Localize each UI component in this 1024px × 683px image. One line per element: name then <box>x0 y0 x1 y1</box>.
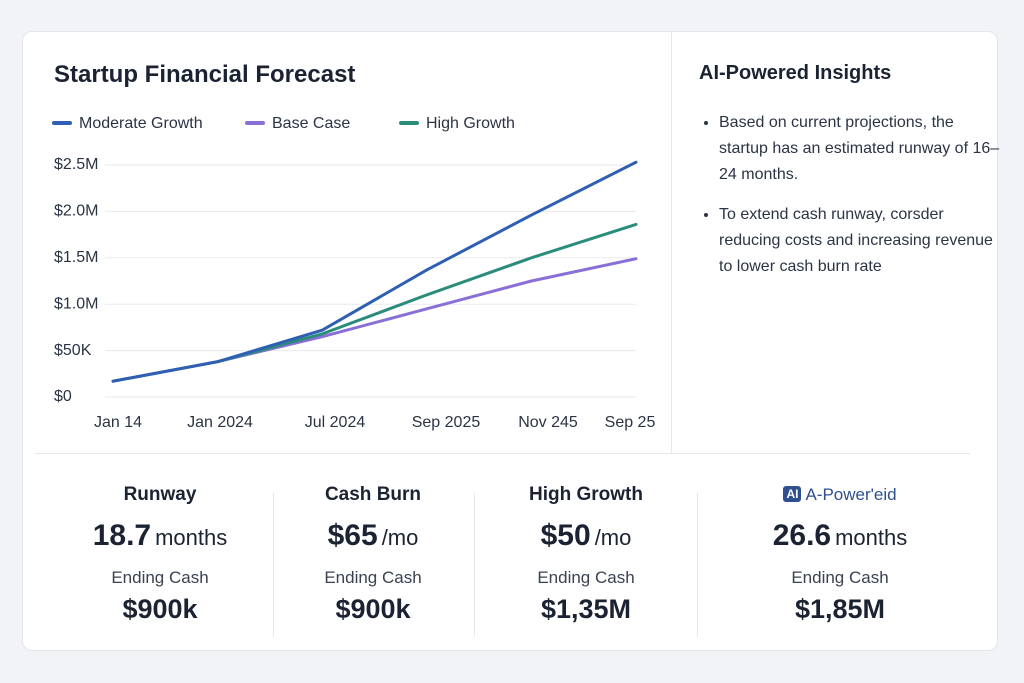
stat-divider <box>474 493 475 637</box>
stat-card: AI A-Power'eid 26.6 months Ending Cash $1,85M <box>740 482 940 625</box>
stat-title-text: High Growth <box>529 484 643 505</box>
insights-title: AI-Powered Insights <box>699 62 892 84</box>
stat-badge: AI <box>783 486 802 502</box>
y-tick-label: $1.0M <box>54 295 98 312</box>
stat-title: Cash Burn <box>273 482 473 508</box>
x-tick-label: Jul 2024 <box>305 414 366 431</box>
panel-divider <box>671 32 672 453</box>
stat-subvalue: $900k <box>122 594 198 624</box>
legend-label: High Growth <box>426 115 515 132</box>
stat-sublabel: Ending Cash <box>111 568 209 587</box>
stat-subvalue: $1,85M <box>794 594 886 624</box>
y-tick-label: $1.5M <box>54 249 98 266</box>
stat-divider <box>697 493 698 637</box>
stat-divider <box>273 493 274 637</box>
stat-value: 18.7 months <box>60 518 260 554</box>
stat-value: 26.6 months <box>740 518 940 554</box>
stat-value: $50/mo <box>486 518 686 554</box>
stat-title-text: A-Power'eid <box>805 485 897 504</box>
y-tick-label: $0 <box>54 388 72 405</box>
stat-unit: /mo <box>381 525 419 550</box>
stat-unit: months <box>155 525 228 550</box>
insights-list: Based on current projections, the startu… <box>699 110 1004 294</box>
section-divider <box>35 453 970 454</box>
x-tick-label: Nov 245 <box>518 414 578 431</box>
stat-title-text: Runway <box>123 484 197 505</box>
stat-sublabel: Ending Cash <box>324 568 422 587</box>
series-line <box>111 160 638 383</box>
stat-card: High Growth $50/mo Ending Cash $1,35M <box>486 482 686 625</box>
stat-title: AI A-Power'eid <box>740 482 940 508</box>
stat-title: Runway <box>60 482 260 508</box>
insight-bullet: To extend cash runway, corsder reducing … <box>719 202 1004 280</box>
x-tick-label: Jan 14 <box>94 414 142 431</box>
stat-number: 26.6 <box>772 519 832 552</box>
x-tick-label: Sep 25 <box>605 414 656 431</box>
stat-number: $50 <box>540 519 591 552</box>
stat-unit: /mo <box>594 525 632 550</box>
legend-label: Moderate Growth <box>79 115 203 132</box>
stat-subvalue: $1,35M <box>540 594 632 624</box>
insight-bullet: Based on current projections, the startu… <box>719 110 1004 188</box>
dashboard-card <box>22 31 998 651</box>
series-line <box>111 257 638 383</box>
stat-title-text: Cash Burn <box>324 484 422 505</box>
legend-label: Base Case <box>272 115 350 132</box>
stat-value: $65/mo <box>273 518 473 554</box>
stat-card: Cash Burn $65/mo Ending Cash $900k <box>273 482 473 625</box>
stat-number: $65 <box>327 519 378 552</box>
y-tick-label: $50K <box>54 342 92 359</box>
x-tick-label: Sep 2025 <box>412 414 481 431</box>
stat-card: Runway 18.7 months Ending Cash $900k <box>60 482 260 625</box>
y-tick-label: $2.0M <box>54 203 98 220</box>
stat-number: 18.7 <box>92 519 152 552</box>
stat-sublabel: Ending Cash <box>791 568 889 587</box>
stat-title: High Growth <box>486 482 686 508</box>
stat-unit: months <box>835 525 908 550</box>
chart-title: Startup Financial Forecast <box>54 61 356 88</box>
stat-sublabel: Ending Cash <box>537 568 635 587</box>
stat-subvalue: $900k <box>335 594 411 624</box>
x-tick-label: Jan 2024 <box>187 414 253 431</box>
y-tick-label: $2.5M <box>54 156 98 173</box>
series-line <box>111 222 638 383</box>
